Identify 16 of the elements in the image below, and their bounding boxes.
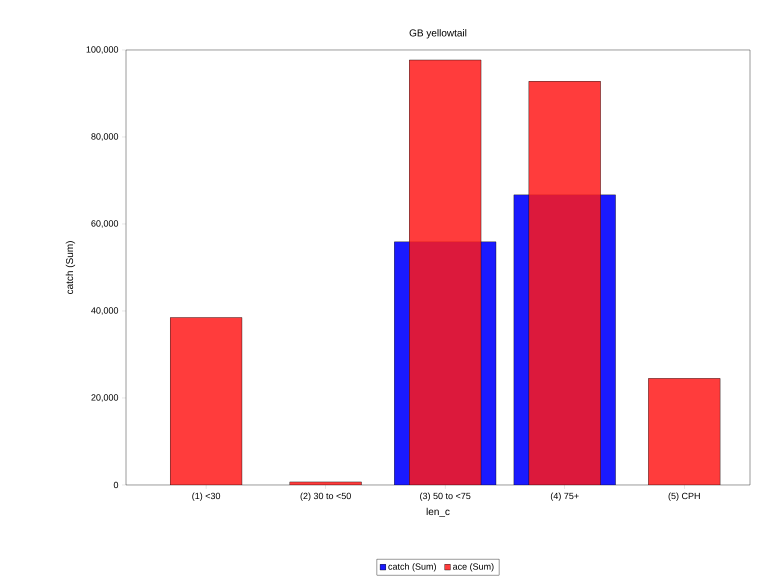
y-tick-label: 20,000 <box>91 394 118 402</box>
y-tick-label: 80,000 <box>91 133 118 141</box>
x-tick-label: (2) 30 to <50 <box>300 492 351 501</box>
x-tick-label: (3) 50 to <75 <box>420 492 470 501</box>
x-tick-label: (4) 75+ <box>550 492 579 501</box>
chart-title: GB yellowtail <box>410 29 466 38</box>
y-tick-label: 100,000 <box>86 46 118 54</box>
y-tick-label: 0 <box>114 482 118 488</box>
x-tick-label: (5) CPH <box>668 492 700 501</box>
legend-label: catch (Sum) <box>388 563 436 572</box>
y-axis-title: catch (Sum) <box>66 241 76 294</box>
y-tick-label: 40,000 <box>91 307 118 315</box>
legend-label: ace (Sum) <box>452 563 494 572</box>
x-axis-title: len_c <box>426 508 450 518</box>
x-tick-label: (1) <30 <box>192 492 220 501</box>
y-tick-label: 60,000 <box>91 220 118 228</box>
